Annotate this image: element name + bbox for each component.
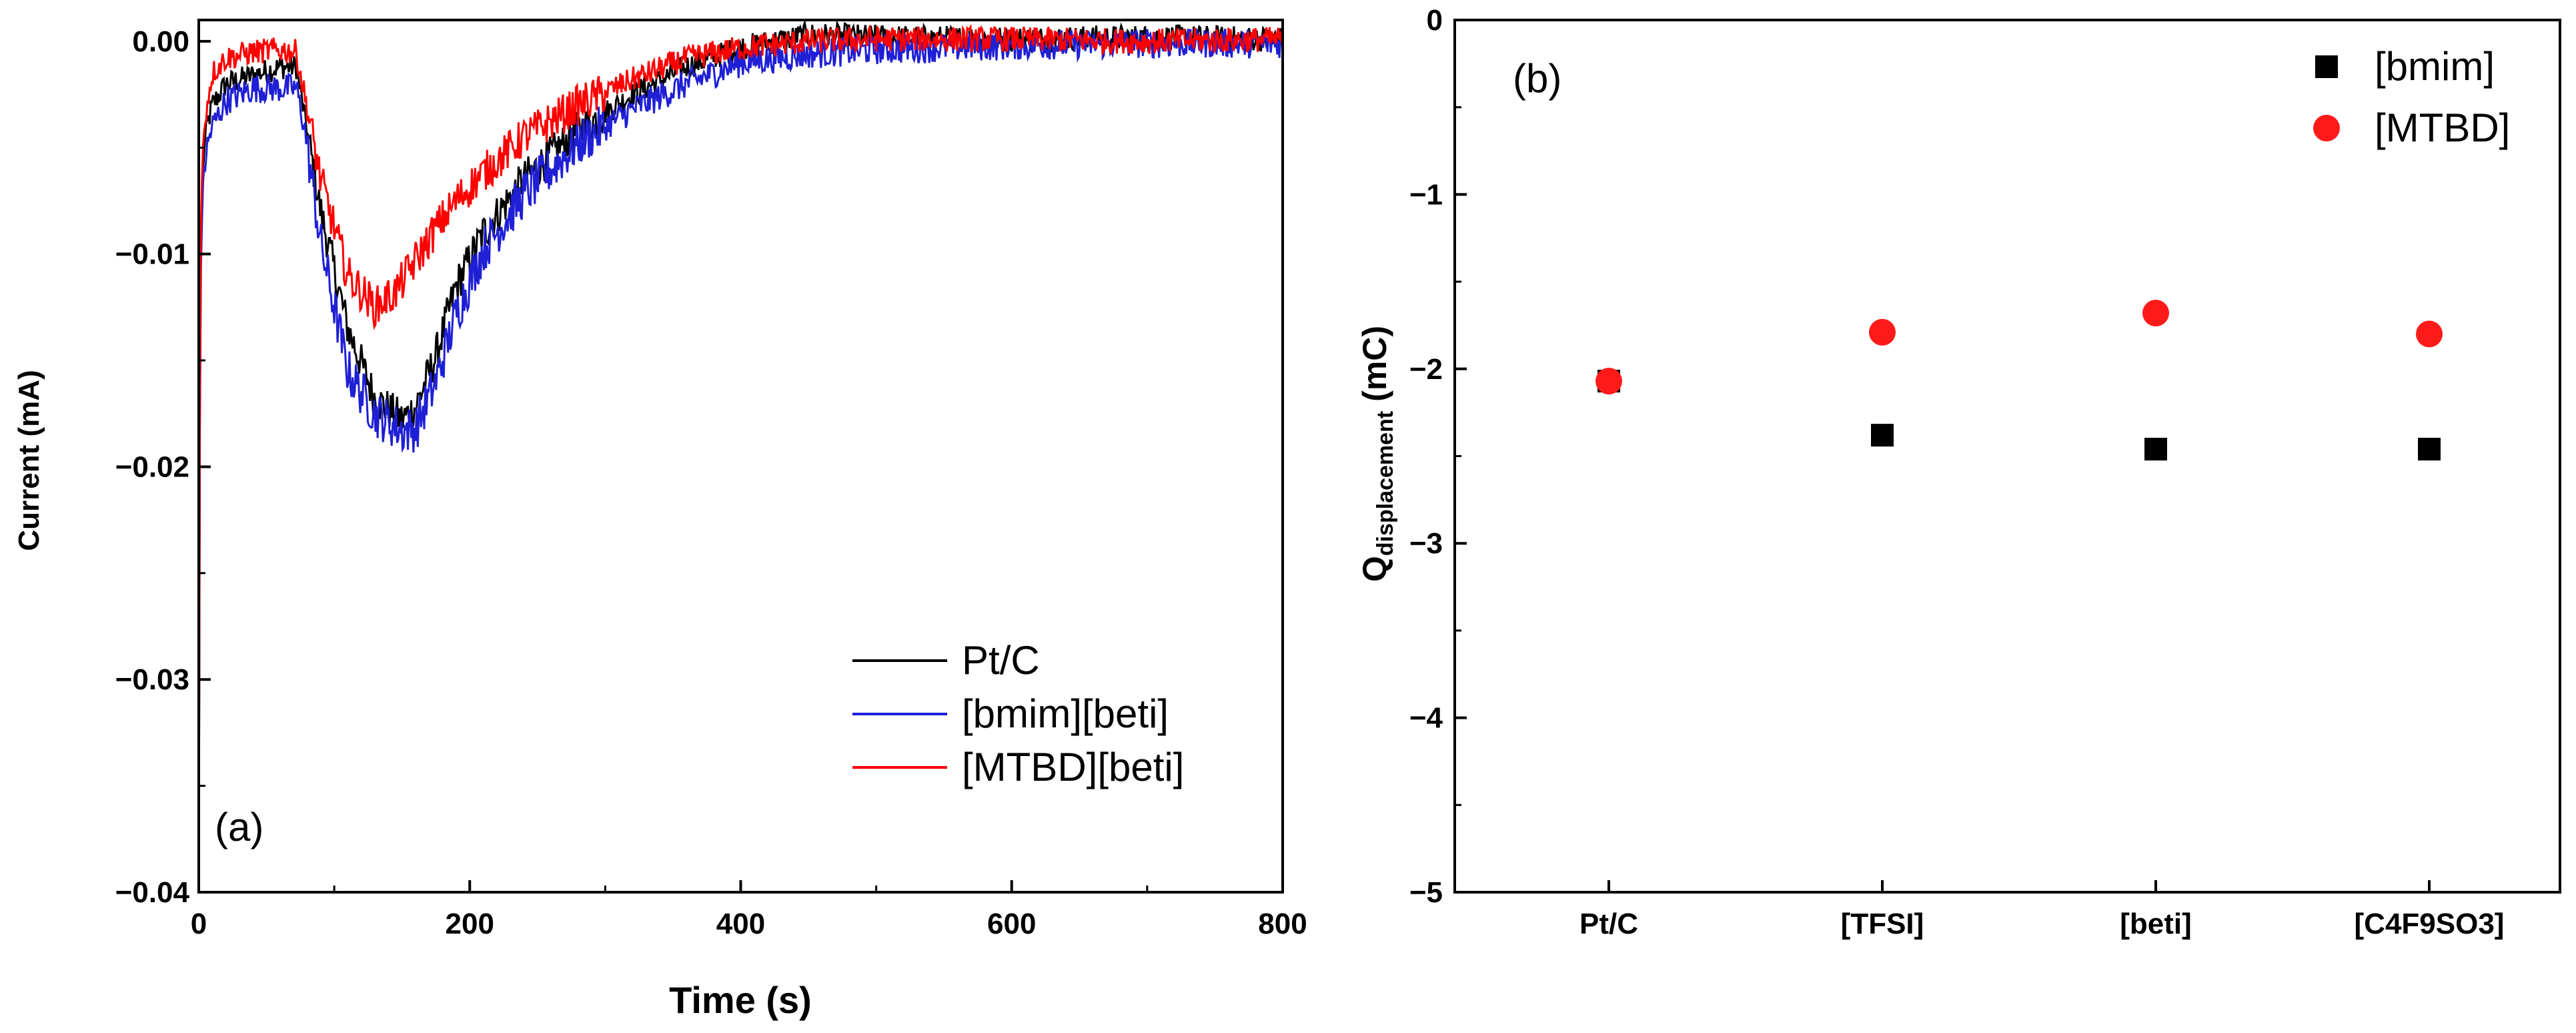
panel-b-label: (b) [1513, 56, 1561, 101]
panel-a-y-tick-label: −0.03 [115, 663, 189, 696]
panel-b-point-bmim-4 [2418, 438, 2441, 461]
panel-b-point-bmim-2 [1871, 424, 1894, 447]
panel-a-series-lines [199, 20, 1283, 892]
panel-a-y-tick-label: −0.01 [115, 238, 189, 271]
panel-a-legend-label: [bmim][beti] [962, 691, 1169, 736]
panel-b-x-tick-label: [TFSI] [1841, 908, 1924, 940]
panel-b-y-tick-label: −5 [1409, 876, 1443, 909]
panel-b-y-axis-title-main: Q [1356, 556, 1393, 582]
panel-b-y-tick-label: −4 [1409, 702, 1443, 735]
panel-b-y-axis-title-unit: (mC) [1356, 326, 1393, 402]
panel-a-y-ticks: 0.00 −0.01 −0.02 −0.03 −0.04 [115, 25, 211, 909]
panel-b-plot-frame [1453, 19, 2561, 894]
panel-b-y-ticks: 0 −1 −2 −3 −4 −5 [1409, 4, 1467, 909]
panel-b-legend-label: [bmim] [2375, 44, 2495, 89]
panel-a-x-tick-label: 0 [191, 908, 207, 940]
panel-a-x-tick-label: 800 [1258, 908, 1307, 940]
panel-a-x-ticks: 0 200 400 600 800 [191, 880, 1307, 940]
panel-a-chart: 0 200 400 600 800 0.00 −0.01 −0.02 −0.03 −0.04 T… [13, 19, 1307, 1021]
panel-b-point-MTBD-4 [2416, 320, 2443, 348]
panel-a-series-line-3 [199, 23, 1283, 892]
panel-a-x-tick-label: 600 [987, 908, 1036, 940]
panel-a-y-axis-title: Current (mA) [13, 370, 45, 551]
panel-b-legend-label: [MTBD] [2375, 105, 2510, 150]
panel-b-legend-marker [2315, 55, 2338, 78]
panel-b-x-tick-label: [C4F9SO3] [2355, 908, 2505, 940]
panel-b-data-points [1595, 300, 2443, 461]
panel-b-legend: [bmim] [MTBD] [2313, 44, 2510, 150]
panel-b-y-tick-label: 0 [1427, 4, 1443, 37]
panel-b-x-ticks: Pt/C [TFSI] [beti] [C4F9SO3] [1579, 880, 2504, 940]
panel-b-y-axis-title: Qdisplacement (mC) [1356, 326, 1398, 582]
panel-a-y-tick-label: −0.02 [115, 450, 189, 483]
panel-b-chart: 0 −1 −2 −3 −4 −5 Pt/C [TFSI] [beti] [C4F9SO3] Qd… [1356, 4, 2561, 940]
panel-b-point-MTBD-1 [1595, 368, 1622, 395]
panel-a-x-axis-title: Time (s) [669, 979, 812, 1021]
panel-a-x-tick-label: 200 [446, 908, 494, 940]
panel-b-legend-marker [2313, 115, 2340, 141]
panel-a-y-tick-label: −0.04 [115, 876, 190, 909]
panel-b-y-tick-label: −3 [1409, 527, 1443, 560]
panel-b-point-MTBD-2 [1869, 318, 1896, 346]
panel-b-x-tick-label: [beti] [2120, 908, 2192, 940]
panel-b-y-tick-label: −2 [1409, 353, 1443, 386]
panel-b-y-axis-title-sub: displacement [1373, 411, 1398, 556]
panel-a-legend: Pt/C [bmim][beti] [MTBD][beti] [852, 638, 1184, 789]
panel-b-x-tick-label: Pt/C [1579, 908, 1638, 940]
panel-a-y-tick-label: 0.00 [132, 25, 189, 58]
panel-a-label: (a) [215, 805, 263, 849]
panel-b-point-bmim-3 [2144, 438, 2167, 461]
panel-a-x-tick-label: 400 [716, 908, 765, 940]
panel-a-legend-label: [MTBD][beti] [962, 745, 1184, 789]
panel-b-y-tick-label: −1 [1409, 178, 1443, 211]
panel-a-legend-label: Pt/C [962, 638, 1040, 683]
panel-b-point-MTBD-3 [2142, 300, 2169, 327]
